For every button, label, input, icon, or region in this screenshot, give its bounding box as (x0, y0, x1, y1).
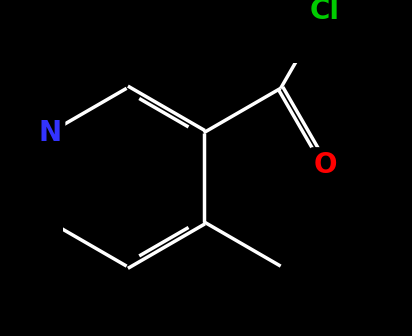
Text: Cl: Cl (310, 0, 340, 25)
Text: N: N (38, 119, 61, 147)
Text: O: O (314, 151, 337, 179)
